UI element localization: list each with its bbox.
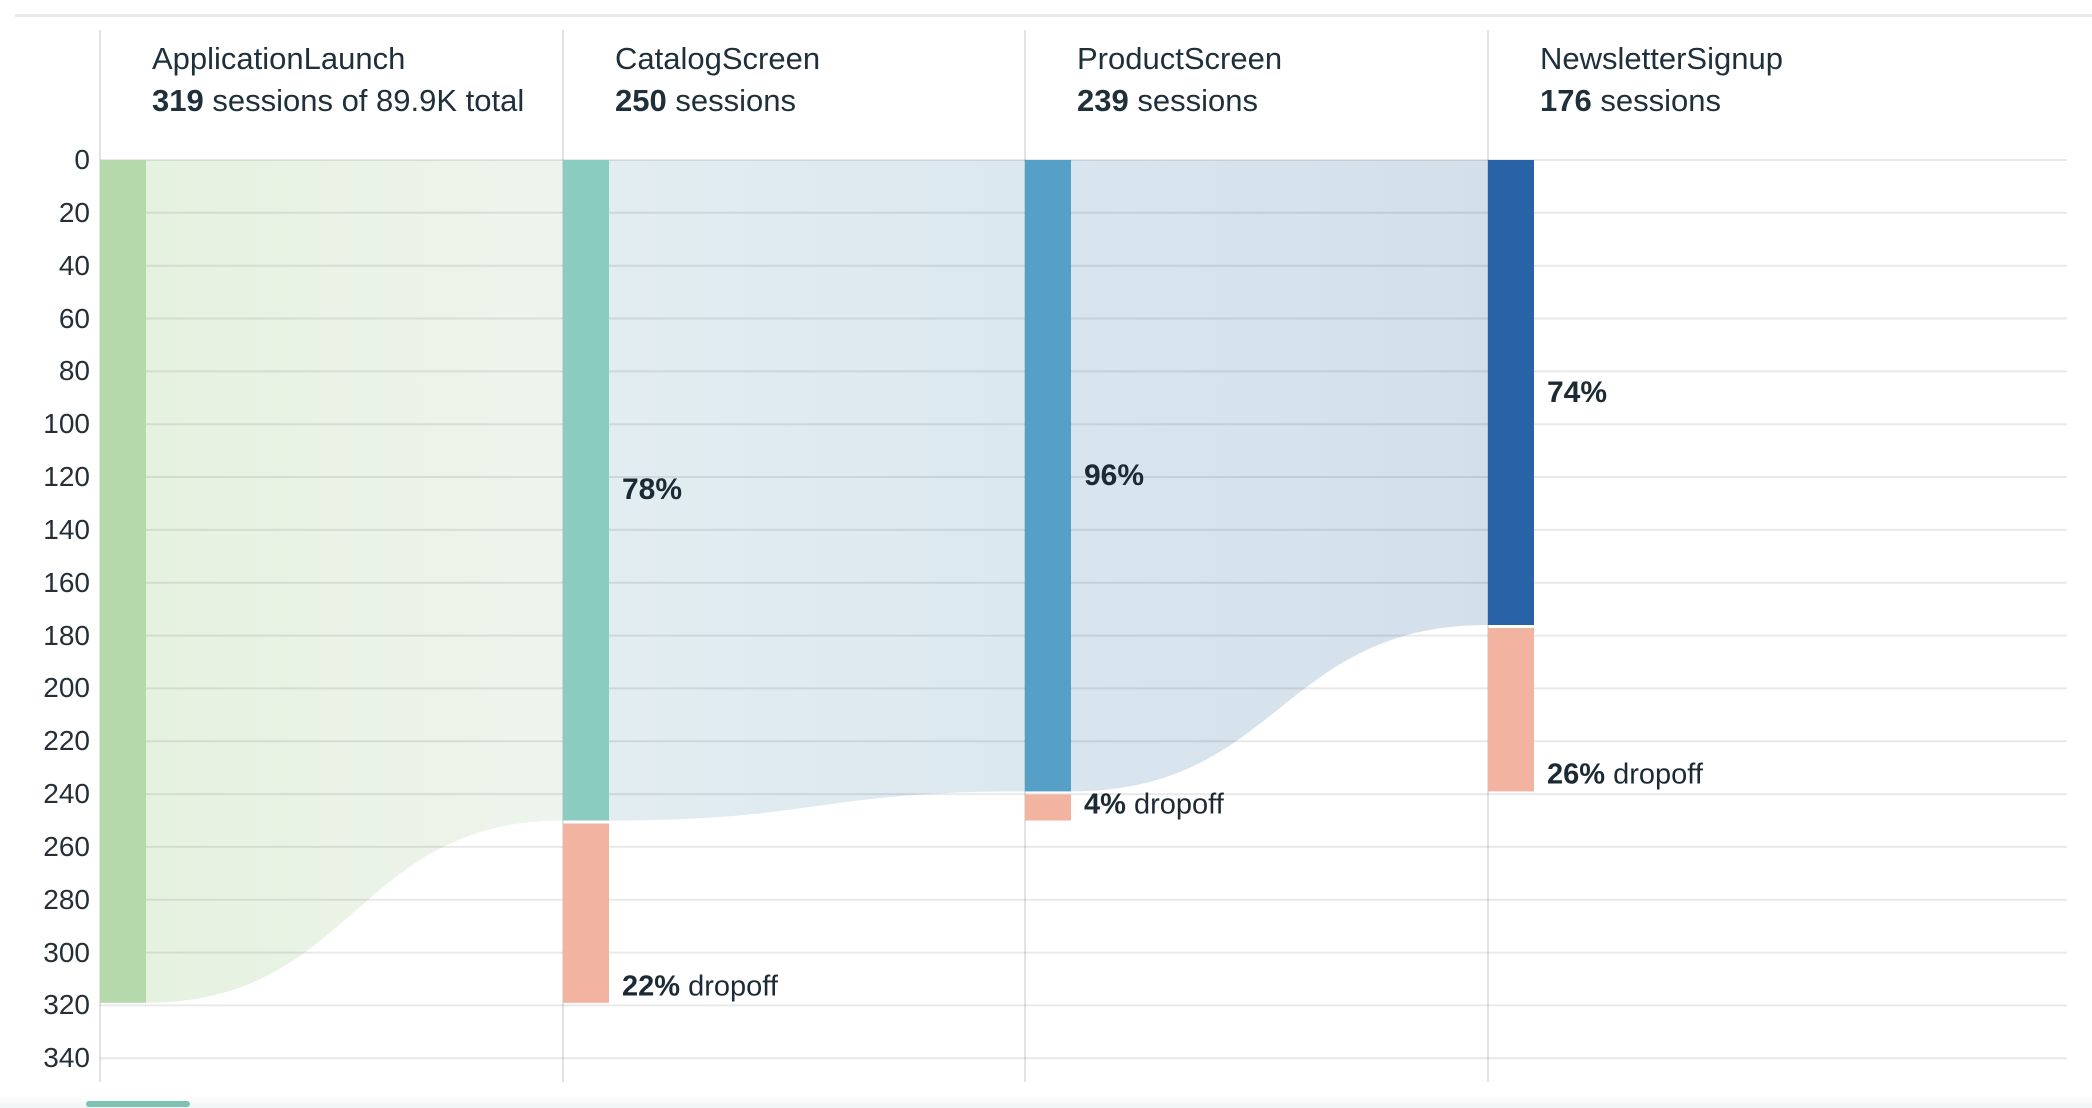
flow-area[interactable] — [146, 160, 563, 1003]
dropoff-bar[interactable] — [1025, 794, 1071, 821]
dropoff-bar[interactable] — [563, 823, 609, 1003]
flow-area[interactable] — [1071, 160, 1488, 792]
horizontal-scrollbar-thumb[interactable] — [86, 1101, 190, 1107]
funnel-bar[interactable] — [1025, 160, 1071, 792]
funnel-bar[interactable] — [563, 160, 609, 821]
funnel-bar[interactable] — [1488, 160, 1534, 625]
dropoff-bar[interactable] — [1488, 628, 1534, 792]
top-border — [15, 14, 2092, 17]
horizontal-scrollbar-track[interactable] — [0, 1096, 2092, 1108]
flow-area[interactable] — [609, 160, 1025, 821]
funnel-bar[interactable] — [100, 160, 146, 1003]
